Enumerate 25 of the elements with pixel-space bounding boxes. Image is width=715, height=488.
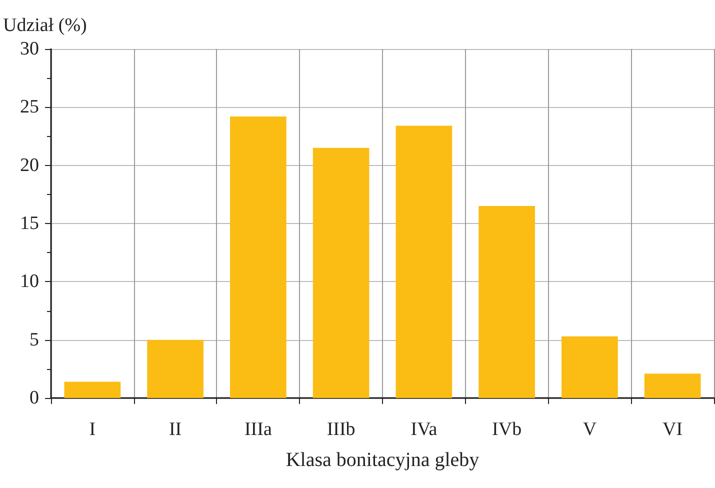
y-axis-title: Udział (%) xyxy=(3,15,87,36)
x-tick-label: IIIb xyxy=(326,419,356,440)
bar xyxy=(312,148,370,398)
x-axis-title: Klasa bonitacyjna gleby xyxy=(286,449,480,471)
y-tick-label: 15 xyxy=(20,213,39,234)
y-tick-label: 30 xyxy=(20,38,39,60)
y-tick-label: 0 xyxy=(30,388,39,408)
y-tick-label: 20 xyxy=(20,154,39,176)
bar xyxy=(478,206,535,398)
x-tick-label: I xyxy=(89,419,96,440)
x-tick-label: IVb xyxy=(492,419,522,440)
bar xyxy=(396,126,452,398)
x-tick-label: V xyxy=(582,419,597,440)
bar xyxy=(562,336,618,398)
x-tick-label: IVa xyxy=(410,419,438,440)
bar xyxy=(147,340,204,398)
y-tick-label: 25 xyxy=(20,96,39,118)
x-tick-label: VI xyxy=(662,419,683,440)
x-tick-label: IIIa xyxy=(244,419,272,440)
y-tick-label: 10 xyxy=(20,271,39,292)
bar xyxy=(644,374,701,398)
bar xyxy=(230,116,286,398)
bar xyxy=(64,382,121,398)
x-tick-label: II xyxy=(168,419,182,440)
y-tick-label: 5 xyxy=(30,329,39,350)
